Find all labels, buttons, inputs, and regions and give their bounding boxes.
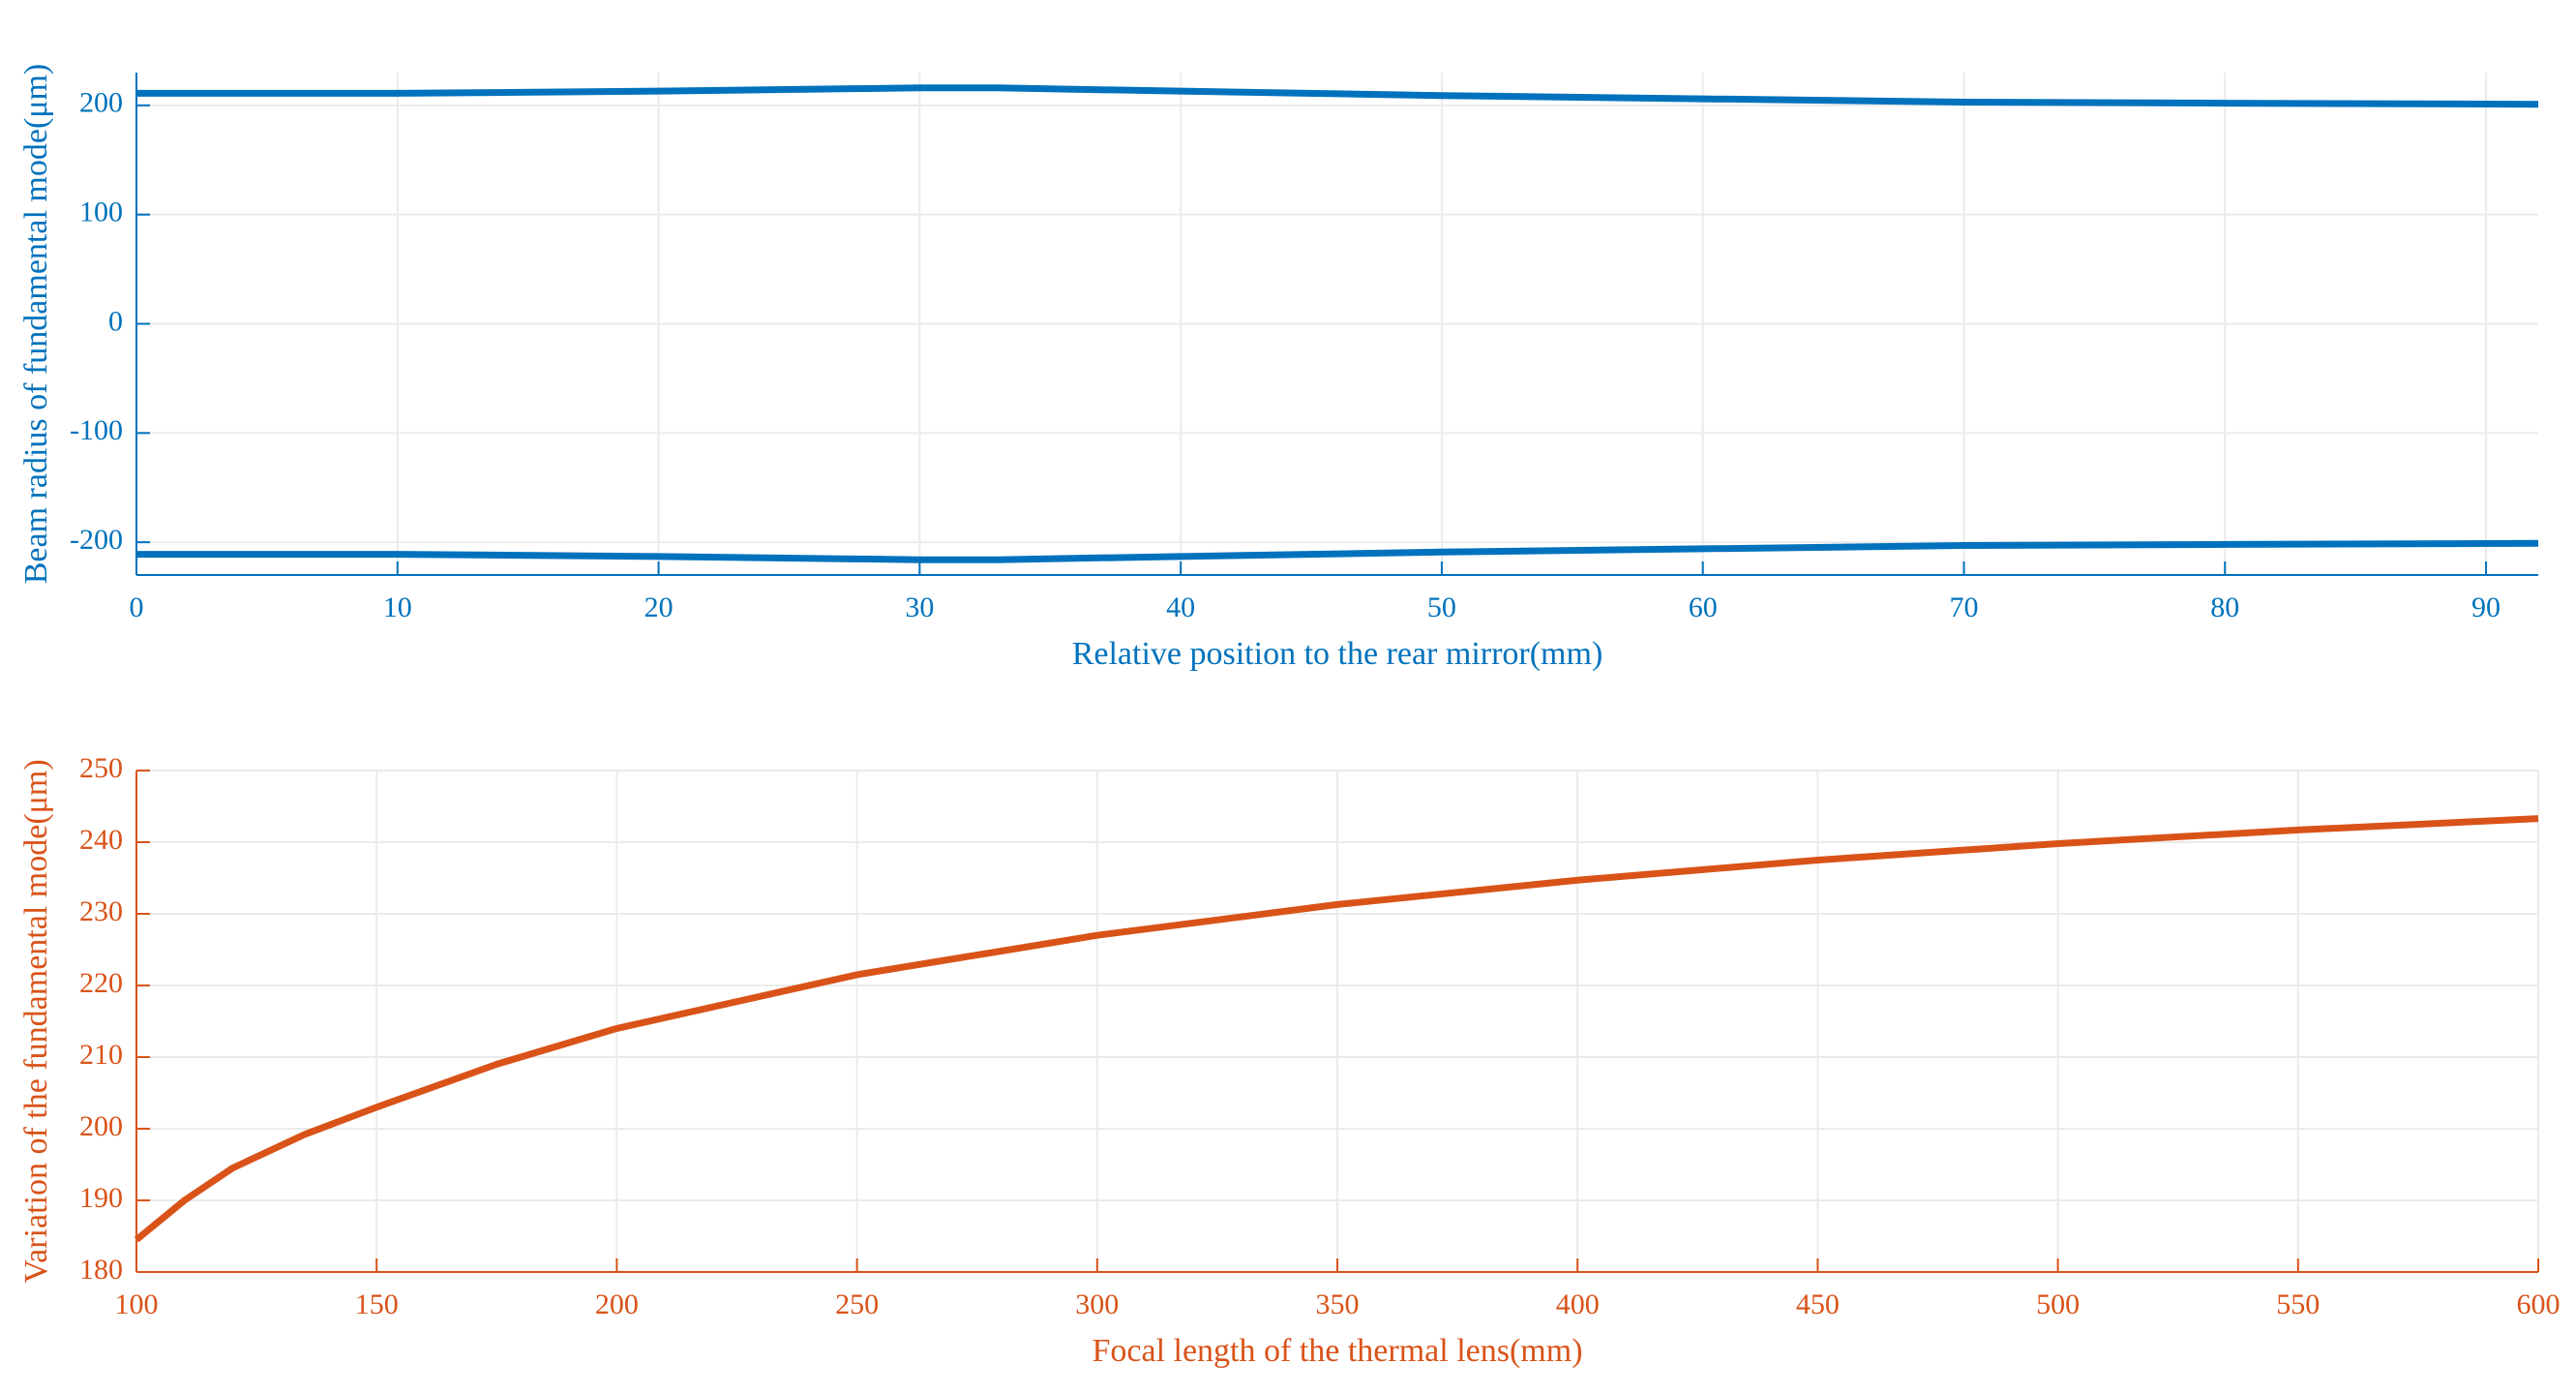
- y-tick-label: 200: [79, 1110, 123, 1142]
- data-line: [134, 815, 2539, 1243]
- y-tick-label: 230: [79, 895, 123, 927]
- x-tick-label: 250: [835, 1288, 879, 1320]
- x-tick-label: 30: [905, 591, 934, 623]
- y-tick-label: 240: [79, 824, 123, 856]
- y-tick-label: -200: [70, 524, 123, 556]
- x-tick-label: 200: [595, 1288, 639, 1320]
- x-tick-label: 150: [355, 1288, 399, 1320]
- y-tick-label: 250: [79, 752, 123, 784]
- x-tick-label: 40: [1166, 591, 1195, 623]
- x-tick-label: 0: [130, 591, 144, 623]
- y-tick-label: -100: [70, 414, 123, 446]
- x-tick-label: 20: [644, 591, 674, 623]
- x-tick-label: 60: [1689, 591, 1718, 623]
- y-tick-label: 100: [79, 197, 123, 228]
- x-axis-label: Focal length of the thermal lens(mm): [1092, 1333, 1582, 1369]
- x-tick-label: 100: [115, 1288, 159, 1320]
- x-tick-label: 600: [2517, 1288, 2561, 1320]
- x-tick-label: 350: [1316, 1288, 1360, 1320]
- x-tick-label: 10: [383, 591, 412, 623]
- x-tick-label: 50: [1427, 591, 1456, 623]
- y-tick-label: 200: [79, 87, 123, 119]
- x-tick-label: 450: [1796, 1288, 1840, 1320]
- x-tick-label: 550: [2276, 1288, 2320, 1320]
- y-tick-label: 210: [79, 1039, 123, 1071]
- x-tick-label: 70: [1949, 591, 1978, 623]
- y-tick-label: 190: [79, 1182, 123, 1214]
- data-line: [136, 539, 2539, 563]
- x-tick-label: 80: [2210, 591, 2239, 623]
- x-tick-label: 400: [1556, 1288, 1600, 1320]
- x-tick-label: 90: [2471, 591, 2501, 623]
- x-axis-label: Relative position to the rear mirror(mm): [1072, 636, 1603, 672]
- data-line: [136, 84, 2539, 108]
- y-tick-label: 180: [79, 1254, 123, 1286]
- y-axis-label: Beam radius of fundamental mode(μm): [18, 64, 54, 585]
- y-axis-label: Variation of the fundamental mode(μm): [18, 759, 54, 1283]
- x-tick-label: 500: [2036, 1288, 2080, 1320]
- y-tick-label: 220: [79, 967, 123, 999]
- y-tick-label: 0: [108, 305, 123, 337]
- x-tick-label: 300: [1075, 1288, 1119, 1320]
